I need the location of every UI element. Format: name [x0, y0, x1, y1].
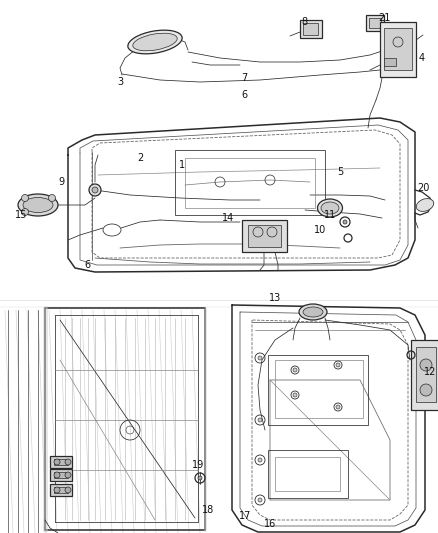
- Circle shape: [420, 384, 432, 396]
- Ellipse shape: [318, 199, 343, 217]
- Circle shape: [49, 195, 56, 201]
- Bar: [175, 150, 325, 215]
- Circle shape: [21, 195, 28, 201]
- Text: 21: 21: [378, 13, 390, 23]
- Circle shape: [258, 458, 262, 462]
- Bar: [380, 22, 416, 77]
- Bar: [411, 340, 438, 410]
- Circle shape: [293, 368, 297, 372]
- Text: 18: 18: [202, 505, 214, 515]
- Bar: [303, 23, 318, 35]
- Bar: [50, 484, 72, 496]
- Text: 2: 2: [137, 153, 143, 163]
- Text: 1: 1: [179, 160, 185, 170]
- Circle shape: [293, 393, 297, 397]
- Text: 3: 3: [117, 77, 123, 87]
- Text: 10: 10: [314, 225, 326, 235]
- Ellipse shape: [321, 202, 339, 214]
- Bar: [384, 28, 412, 70]
- Text: 17: 17: [239, 511, 251, 521]
- Circle shape: [54, 472, 60, 478]
- Circle shape: [92, 187, 98, 193]
- Circle shape: [420, 359, 432, 371]
- Bar: [185, 158, 315, 208]
- Text: 12: 12: [424, 367, 436, 377]
- Bar: [50, 456, 72, 468]
- Bar: [366, 15, 384, 31]
- Bar: [54, 487, 68, 493]
- Circle shape: [65, 472, 71, 478]
- Text: 5: 5: [337, 167, 343, 177]
- Ellipse shape: [416, 199, 434, 212]
- Ellipse shape: [133, 33, 177, 51]
- Bar: [416, 347, 436, 402]
- Circle shape: [343, 220, 347, 224]
- Text: 4: 4: [419, 53, 425, 63]
- Bar: [50, 469, 72, 481]
- Text: 9: 9: [58, 177, 64, 187]
- Circle shape: [65, 487, 71, 493]
- Bar: [268, 450, 348, 498]
- Ellipse shape: [23, 198, 53, 213]
- Circle shape: [21, 208, 28, 215]
- Circle shape: [258, 498, 262, 502]
- Bar: [248, 225, 281, 247]
- Bar: [54, 459, 68, 465]
- Text: 6: 6: [84, 260, 90, 270]
- Bar: [275, 360, 363, 418]
- Circle shape: [258, 356, 262, 360]
- Bar: [275, 457, 340, 491]
- Circle shape: [54, 487, 60, 493]
- Circle shape: [258, 418, 262, 422]
- Ellipse shape: [299, 304, 327, 320]
- Text: 8: 8: [301, 17, 307, 27]
- Bar: [369, 18, 381, 28]
- Circle shape: [393, 37, 403, 47]
- Ellipse shape: [18, 194, 58, 216]
- Text: 6: 6: [241, 90, 247, 100]
- Bar: [268, 355, 368, 425]
- Circle shape: [336, 405, 340, 409]
- Circle shape: [65, 459, 71, 465]
- Text: 11: 11: [324, 210, 336, 220]
- Bar: [54, 472, 68, 478]
- Bar: [384, 58, 396, 66]
- Text: 16: 16: [264, 519, 276, 529]
- Ellipse shape: [303, 307, 323, 317]
- Circle shape: [89, 184, 101, 196]
- Text: 15: 15: [15, 210, 27, 220]
- Bar: [242, 220, 287, 252]
- Circle shape: [54, 459, 60, 465]
- Circle shape: [336, 363, 340, 367]
- Text: 14: 14: [222, 213, 234, 223]
- Text: 19: 19: [192, 460, 204, 470]
- Text: 7: 7: [241, 73, 247, 83]
- Text: 20: 20: [417, 183, 429, 193]
- Text: 13: 13: [269, 293, 281, 303]
- Circle shape: [198, 476, 202, 480]
- Ellipse shape: [128, 30, 182, 54]
- Bar: [300, 20, 322, 38]
